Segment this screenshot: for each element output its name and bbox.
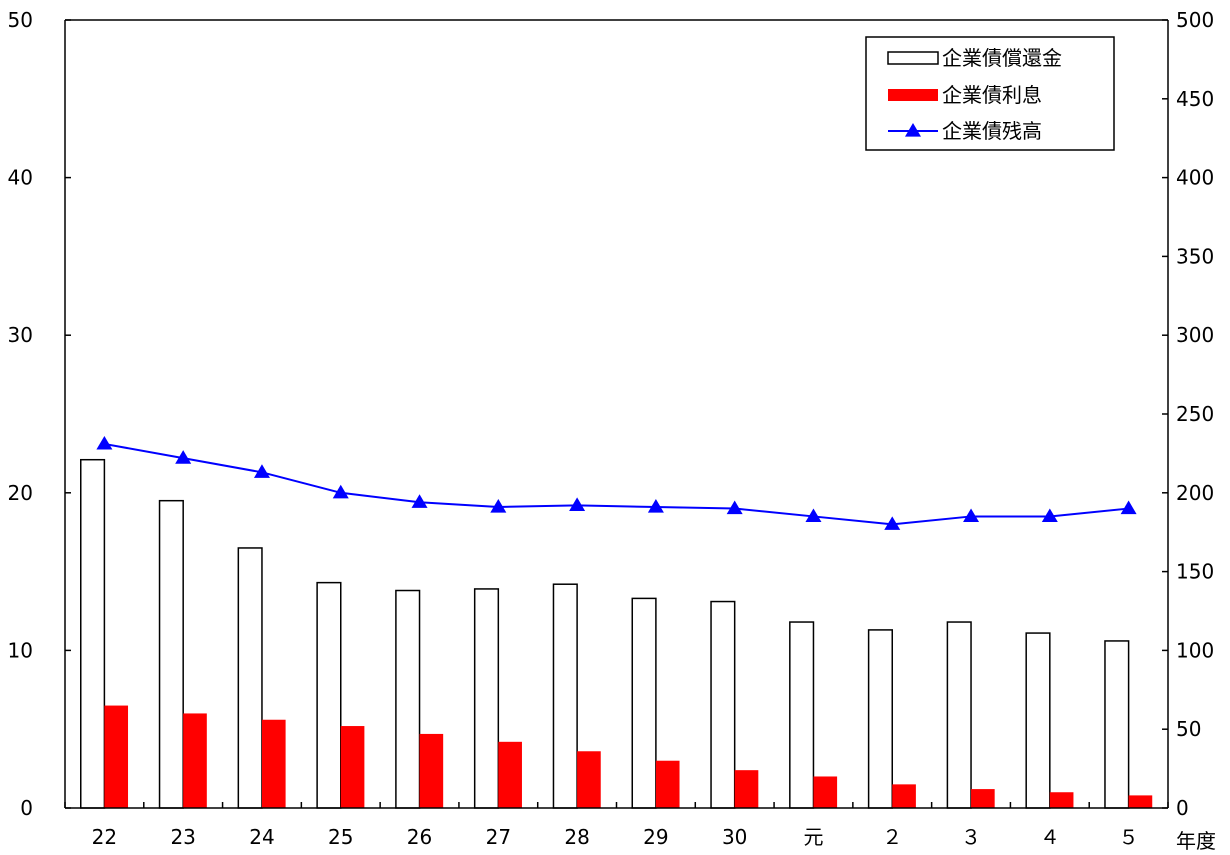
y-right-tick-label: 400 bbox=[1176, 166, 1214, 190]
legend-label-2: 企業債残高 bbox=[942, 119, 1042, 143]
bar-redemption-9 bbox=[789, 621, 815, 809]
legend-swatch-0 bbox=[887, 51, 939, 65]
bar-redemption-13 bbox=[1104, 640, 1130, 809]
y-right-tick-label: 100 bbox=[1176, 638, 1214, 662]
bar-interest-12 bbox=[1049, 792, 1074, 808]
y-right-tick-label: 300 bbox=[1176, 323, 1214, 347]
bar-interest-4 bbox=[419, 733, 444, 808]
balance-point-13 bbox=[1120, 500, 1137, 515]
legend-label-0: 企業債償還金 bbox=[942, 46, 1062, 70]
bar-redemption-2 bbox=[237, 547, 263, 809]
y-left-tick-label: 20 bbox=[8, 481, 33, 505]
bar-interest-3 bbox=[340, 726, 365, 808]
x-tick-label: 24 bbox=[249, 825, 274, 849]
legend-label-1: 企業債利息 bbox=[942, 83, 1042, 107]
x-tick-label: 29 bbox=[643, 825, 668, 849]
balance-point-0 bbox=[96, 435, 113, 450]
y-left-tick-label: 0 bbox=[20, 796, 33, 820]
bar-interest-9 bbox=[813, 776, 838, 808]
x-tick-label: 22 bbox=[92, 825, 117, 849]
y-right-tick-label: 0 bbox=[1176, 796, 1189, 820]
balance-point-3 bbox=[332, 484, 349, 499]
x-tick-label: ４ bbox=[1040, 825, 1060, 849]
x-tick-label: 23 bbox=[170, 825, 195, 849]
y-left-tick-label: 50 bbox=[8, 8, 33, 32]
bar-interest-6 bbox=[577, 751, 601, 808]
x-tick-label: ５ bbox=[1119, 825, 1139, 849]
bar-interest-0 bbox=[104, 705, 129, 808]
balance-point-11 bbox=[963, 508, 980, 523]
balance-point-4 bbox=[411, 494, 428, 508]
bar-redemption-12 bbox=[1025, 632, 1051, 809]
line-layer bbox=[96, 435, 1137, 530]
legend-triangle-marker bbox=[905, 123, 921, 137]
y-right-tick-label: 350 bbox=[1176, 244, 1214, 268]
bar-redemption-3 bbox=[316, 581, 342, 809]
bar-redemption-11 bbox=[946, 621, 972, 809]
axes-layer: 0102030405005010015020025030035040045050… bbox=[8, 8, 1216, 853]
x-tick-label: ２ bbox=[882, 825, 902, 849]
balance-point-6 bbox=[569, 497, 586, 512]
balance-point-10 bbox=[884, 516, 901, 530]
balance-point-7 bbox=[647, 498, 664, 513]
y-left-tick-label: 10 bbox=[8, 638, 33, 662]
y-left-tick-label: 40 bbox=[8, 166, 33, 190]
balance-point-5 bbox=[490, 498, 507, 513]
bar-interest-10 bbox=[892, 784, 916, 808]
bar-redemption-8 bbox=[710, 600, 736, 809]
bar-redemption-4 bbox=[395, 589, 421, 809]
bar-interest-2 bbox=[261, 719, 286, 808]
y-right-tick-label: 500 bbox=[1176, 8, 1214, 32]
y-right-tick-label: 150 bbox=[1176, 560, 1214, 584]
bar-interest-5 bbox=[498, 741, 522, 808]
bar-redemption-10 bbox=[867, 629, 893, 809]
y-right-tick-label: 450 bbox=[1176, 87, 1214, 111]
x-tick-label: 28 bbox=[564, 825, 589, 849]
balance-point-1 bbox=[175, 450, 192, 464]
balance-point-12 bbox=[1041, 508, 1058, 523]
bar-interest-8 bbox=[734, 770, 759, 808]
y-right-tick-label: 200 bbox=[1176, 481, 1214, 505]
balance-line bbox=[104, 442, 1129, 526]
bars-layer bbox=[80, 458, 1153, 809]
x-tick-label: 27 bbox=[486, 825, 511, 849]
legend-swatch-1 bbox=[888, 89, 938, 101]
bar-redemption-5 bbox=[473, 588, 500, 809]
x-tick-label: 元 bbox=[803, 825, 823, 849]
y-right-tick-label: 50 bbox=[1176, 717, 1201, 741]
bar-redemption-7 bbox=[631, 597, 657, 809]
x-tick-label: 30 bbox=[722, 825, 747, 849]
balance-point-9 bbox=[805, 508, 822, 523]
x-tick-label: ３ bbox=[961, 825, 981, 849]
bar-interest-11 bbox=[971, 789, 995, 808]
bar-redemption-6 bbox=[552, 583, 578, 809]
bar-interest-7 bbox=[655, 760, 680, 808]
y-left-tick-label: 30 bbox=[8, 323, 33, 347]
x-unit-label: 年度 bbox=[1176, 829, 1216, 853]
x-tick-label: 25 bbox=[328, 825, 353, 849]
balance-point-2 bbox=[253, 464, 270, 478]
y-right-tick-label: 250 bbox=[1176, 402, 1214, 426]
x-tick-label: 26 bbox=[407, 825, 432, 849]
bar-interest-13 bbox=[1128, 795, 1153, 808]
bar-redemption-1 bbox=[158, 499, 184, 809]
bar-interest-1 bbox=[183, 713, 207, 808]
balance-point-8 bbox=[726, 500, 743, 515]
bar-redemption-0 bbox=[80, 458, 106, 809]
